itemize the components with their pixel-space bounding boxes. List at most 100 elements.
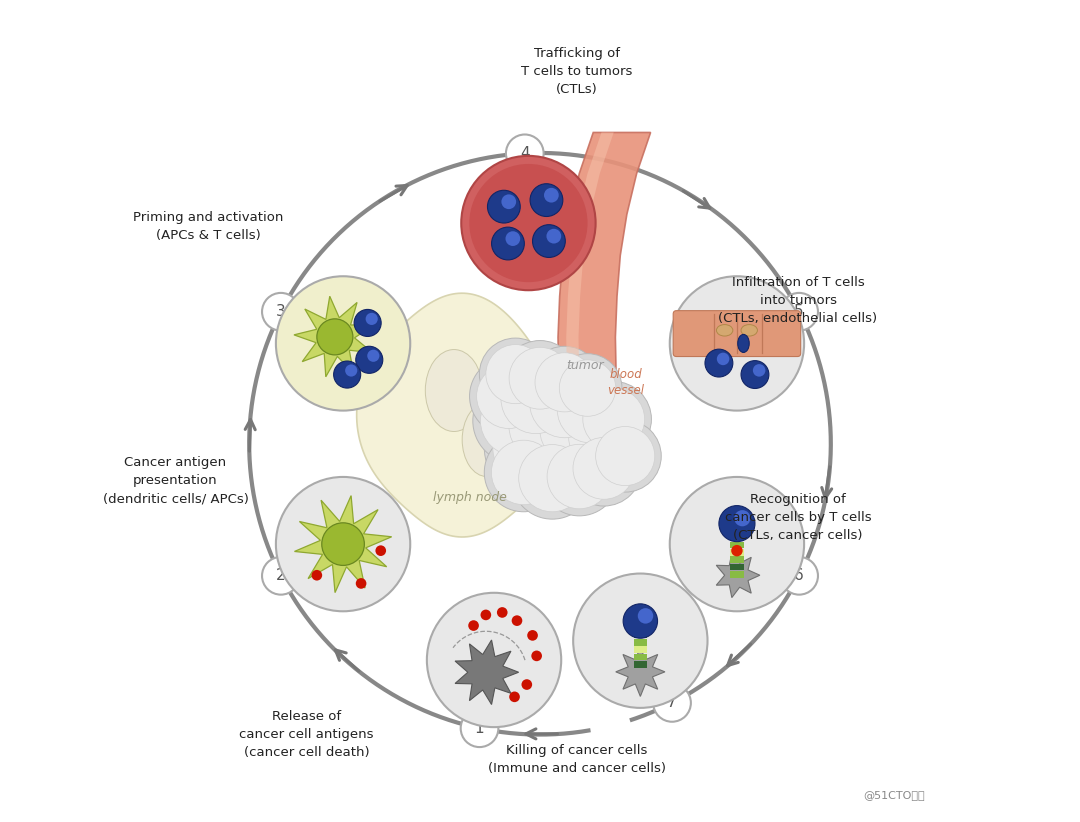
- Circle shape: [473, 378, 558, 464]
- Circle shape: [573, 574, 707, 708]
- Circle shape: [311, 570, 322, 580]
- Text: 7: 7: [667, 695, 677, 710]
- Circle shape: [461, 156, 595, 290]
- Circle shape: [530, 184, 563, 216]
- Circle shape: [275, 477, 410, 612]
- Circle shape: [484, 433, 563, 512]
- Circle shape: [501, 194, 516, 209]
- Circle shape: [262, 293, 300, 330]
- Circle shape: [548, 445, 611, 509]
- Circle shape: [531, 385, 620, 473]
- Circle shape: [366, 313, 378, 325]
- Circle shape: [544, 187, 558, 202]
- Circle shape: [322, 523, 364, 566]
- Circle shape: [492, 409, 570, 487]
- Circle shape: [623, 604, 658, 638]
- Circle shape: [731, 545, 743, 556]
- Circle shape: [480, 338, 552, 410]
- Text: Cancer antigen
presentation
(dendritic cells/ APCs): Cancer antigen presentation (dendritic c…: [103, 456, 248, 506]
- Circle shape: [753, 364, 766, 376]
- Polygon shape: [295, 496, 392, 593]
- Circle shape: [535, 353, 594, 412]
- Text: 4: 4: [519, 145, 529, 161]
- Circle shape: [522, 679, 532, 690]
- Circle shape: [275, 276, 410, 411]
- Text: tumor: tumor: [566, 359, 604, 372]
- Circle shape: [557, 376, 624, 443]
- Bar: [730, 564, 744, 570]
- Circle shape: [553, 353, 622, 423]
- Circle shape: [540, 437, 619, 516]
- Circle shape: [481, 610, 491, 621]
- Circle shape: [529, 368, 599, 438]
- Ellipse shape: [738, 335, 750, 353]
- Bar: [634, 653, 647, 660]
- Circle shape: [528, 346, 600, 418]
- Circle shape: [497, 607, 508, 618]
- Bar: [634, 631, 647, 638]
- Circle shape: [484, 400, 579, 496]
- Circle shape: [316, 319, 353, 355]
- Bar: [730, 571, 744, 578]
- Circle shape: [491, 227, 524, 260]
- Circle shape: [515, 415, 606, 506]
- Ellipse shape: [716, 325, 733, 336]
- Circle shape: [476, 364, 541, 428]
- Circle shape: [550, 368, 632, 450]
- Ellipse shape: [741, 325, 757, 336]
- Circle shape: [562, 396, 644, 478]
- Circle shape: [576, 381, 651, 457]
- Polygon shape: [616, 647, 665, 696]
- Circle shape: [527, 630, 538, 640]
- Polygon shape: [716, 553, 760, 598]
- Circle shape: [596, 427, 654, 486]
- Circle shape: [509, 691, 519, 702]
- Circle shape: [546, 229, 562, 243]
- Circle shape: [705, 349, 733, 377]
- Polygon shape: [558, 132, 650, 456]
- Bar: [730, 549, 744, 556]
- Circle shape: [551, 413, 624, 487]
- Circle shape: [780, 293, 818, 330]
- Text: 1: 1: [475, 721, 484, 736]
- Bar: [730, 542, 744, 548]
- Circle shape: [501, 364, 571, 434]
- Circle shape: [653, 684, 691, 722]
- Circle shape: [354, 309, 381, 336]
- Polygon shape: [455, 640, 518, 704]
- Text: Killing of cancer cells
(Immune and cancer cells): Killing of cancer cells (Immune and canc…: [488, 744, 666, 774]
- Text: @51CTO博客: @51CTO博客: [863, 790, 926, 800]
- Circle shape: [502, 340, 578, 416]
- Polygon shape: [356, 293, 568, 537]
- Circle shape: [531, 650, 542, 661]
- Circle shape: [559, 360, 616, 416]
- Circle shape: [505, 231, 521, 246]
- Circle shape: [461, 709, 498, 747]
- Circle shape: [540, 393, 612, 465]
- Circle shape: [367, 349, 379, 362]
- Circle shape: [355, 578, 366, 589]
- Text: Trafficking of
T cells to tumors
(CTLs): Trafficking of T cells to tumors (CTLs): [522, 47, 633, 95]
- Text: Release of
cancer cell antigens
(cancer cell death): Release of cancer cell antigens (cancer …: [240, 710, 374, 759]
- Text: blood
vessel: blood vessel: [608, 367, 645, 397]
- Bar: [730, 556, 744, 563]
- Circle shape: [780, 557, 818, 594]
- Circle shape: [346, 364, 357, 376]
- Circle shape: [334, 361, 361, 388]
- Polygon shape: [566, 132, 613, 456]
- Bar: [634, 639, 647, 645]
- Circle shape: [494, 356, 579, 441]
- Bar: [634, 661, 647, 667]
- Circle shape: [734, 510, 751, 526]
- Text: Priming and activation
(APCs & T cells): Priming and activation (APCs & T cells): [133, 211, 283, 242]
- FancyBboxPatch shape: [673, 311, 800, 357]
- Ellipse shape: [462, 403, 511, 477]
- Circle shape: [262, 557, 300, 594]
- Text: 3: 3: [276, 304, 286, 319]
- Circle shape: [491, 441, 556, 505]
- Circle shape: [670, 477, 805, 612]
- Bar: [634, 646, 647, 653]
- Bar: [730, 534, 744, 541]
- Circle shape: [522, 360, 607, 446]
- Text: 5: 5: [794, 304, 804, 319]
